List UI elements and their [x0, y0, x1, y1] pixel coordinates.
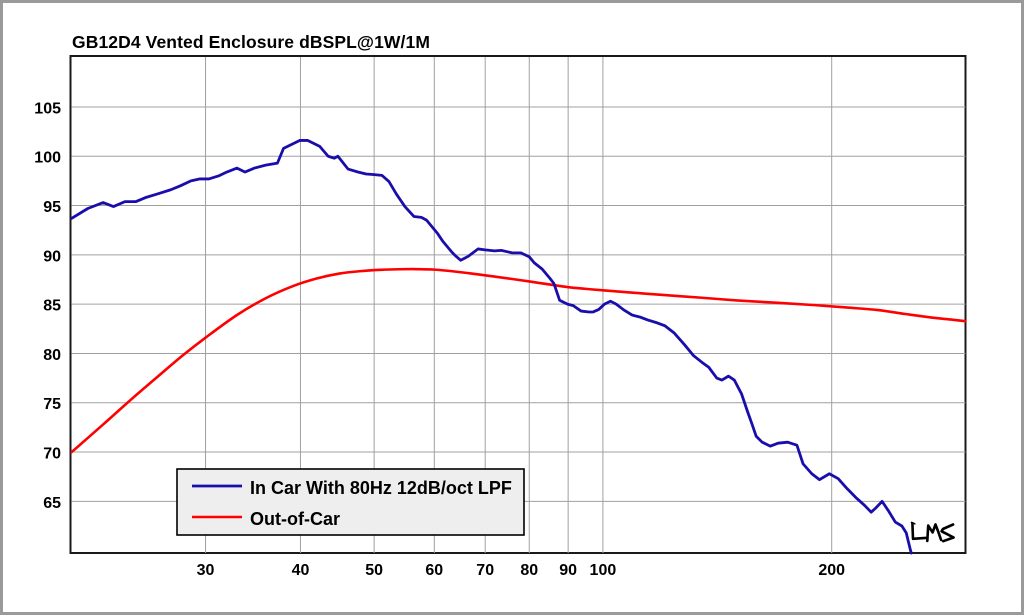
svg-text:65: 65	[43, 495, 61, 512]
svg-text:80: 80	[520, 562, 538, 579]
svg-text:200: 200	[818, 562, 845, 579]
svg-text:30: 30	[197, 562, 215, 579]
svg-text:100: 100	[590, 562, 617, 579]
svg-text:40: 40	[292, 562, 310, 579]
svg-text:70: 70	[43, 446, 61, 463]
svg-text:60: 60	[425, 562, 443, 579]
svg-text:105: 105	[34, 100, 61, 117]
svg-text:75: 75	[43, 396, 61, 413]
svg-text:90: 90	[43, 248, 61, 265]
svg-text:100: 100	[34, 150, 61, 167]
svg-text:90: 90	[559, 562, 577, 579]
svg-text:85: 85	[43, 298, 61, 315]
svg-text:80: 80	[43, 347, 61, 364]
svg-text:Out-of-Car: Out-of-Car	[250, 509, 340, 529]
svg-text:95: 95	[43, 199, 61, 216]
svg-text:In Car With 80Hz 12dB/oct LPF: In Car With 80Hz 12dB/oct LPF	[250, 478, 512, 498]
svg-text:70: 70	[476, 562, 494, 579]
svg-text:50: 50	[365, 562, 383, 579]
